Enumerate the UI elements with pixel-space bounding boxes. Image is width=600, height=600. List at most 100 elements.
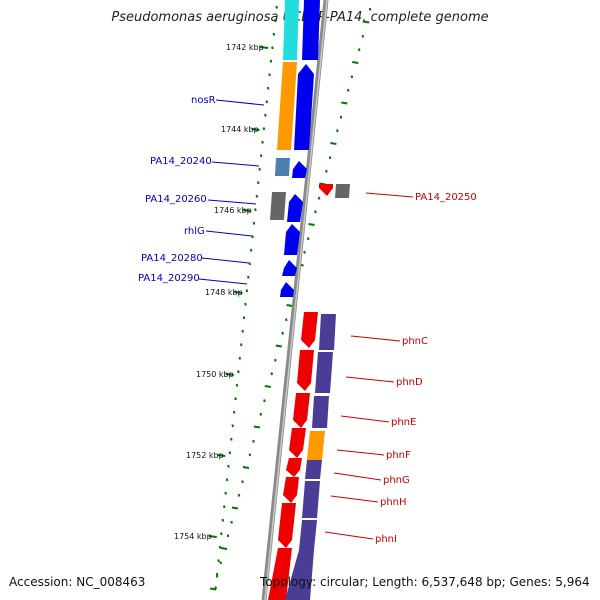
red-gene-phnd bbox=[297, 350, 314, 391]
tick-dot bbox=[218, 545, 222, 549]
purple-block-phne bbox=[312, 396, 329, 428]
purple-block-phnc bbox=[319, 314, 336, 350]
kbp-label-1744: 1744 kbp bbox=[221, 125, 259, 134]
leader-phng bbox=[333, 472, 382, 481]
kbp-label-1748: 1748 kbp bbox=[205, 288, 243, 297]
tick-dot bbox=[258, 167, 261, 171]
red-gene-last bbox=[268, 548, 292, 600]
tick-dot bbox=[237, 370, 240, 374]
tick-dot bbox=[219, 561, 222, 565]
red-gene-phni bbox=[278, 503, 296, 548]
blue-gene-20290 bbox=[280, 282, 294, 297]
genome-summary-text: Topology: circular; Length: 6,537,648 bp… bbox=[260, 575, 590, 589]
kbp-label-1752: 1752 kbp bbox=[186, 451, 224, 460]
tick-dot bbox=[266, 86, 270, 90]
gray-block-left bbox=[270, 192, 286, 220]
leader-pa14-20260 bbox=[207, 199, 257, 205]
gene-label-rhlg[interactable]: rhlG bbox=[184, 226, 205, 237]
tick-dot bbox=[259, 412, 263, 416]
tick-dot bbox=[270, 372, 273, 376]
red-gene-phnf bbox=[289, 428, 306, 458]
tick-dash bbox=[264, 385, 271, 388]
gene-label-phnh[interactable]: phnH bbox=[380, 497, 407, 508]
gene-label-phni[interactable]: phnI bbox=[375, 534, 397, 545]
tick-dot bbox=[317, 196, 321, 200]
tick-dot bbox=[231, 424, 234, 428]
tick-dot bbox=[224, 491, 227, 495]
tick-dot bbox=[262, 127, 266, 131]
tick-dot bbox=[336, 129, 339, 133]
tick-dash bbox=[286, 304, 293, 307]
tick-dot bbox=[272, 32, 276, 36]
tick-dot bbox=[230, 437, 233, 441]
tick-dot bbox=[271, 46, 274, 50]
genome-axis bbox=[261, 0, 329, 600]
tick-dot bbox=[328, 156, 332, 160]
kbp-label-1742: 1742 kbp bbox=[226, 43, 264, 52]
tick-dash bbox=[242, 466, 250, 469]
tick-dot bbox=[357, 48, 361, 52]
gene-label-phnf[interactable]: phnF bbox=[386, 450, 411, 461]
gene-labels-left: nosR PA14_20240 PA14_20260 rhlG PA14_202… bbox=[138, 95, 216, 284]
leader-nosr bbox=[215, 99, 265, 106]
kbp-tick bbox=[208, 535, 217, 538]
tick-dot bbox=[350, 75, 354, 79]
accession-text: Accession: NC_008463 bbox=[9, 575, 146, 589]
tick-dot bbox=[251, 235, 254, 239]
tick-dot bbox=[249, 248, 253, 252]
tick-dot bbox=[275, 5, 278, 9]
tick-dot bbox=[242, 316, 246, 320]
tick-dot bbox=[269, 59, 273, 63]
gene-label-phng[interactable]: phnG bbox=[383, 475, 410, 486]
blue-gene-20260 bbox=[287, 194, 303, 222]
orange-block-phnf bbox=[307, 431, 325, 460]
leader-pa14-20280 bbox=[201, 257, 250, 264]
gene-label-phne[interactable]: phnE bbox=[391, 417, 416, 428]
tick-dot bbox=[248, 262, 252, 266]
tick-dot bbox=[273, 19, 277, 23]
gene-label-pa14-20260[interactable]: PA14_20260 bbox=[145, 194, 207, 205]
tick-dot bbox=[230, 520, 233, 524]
leader-pa14-20290 bbox=[198, 278, 248, 285]
tick-dot bbox=[241, 480, 244, 484]
leader-phnc bbox=[350, 335, 401, 342]
tick-dash bbox=[308, 223, 315, 226]
purple-block-phng bbox=[305, 460, 322, 479]
gene-label-pa14-20280[interactable]: PA14_20280 bbox=[141, 253, 203, 264]
leader-pa14-20250 bbox=[365, 192, 414, 198]
tick-dash bbox=[231, 506, 239, 510]
gene-label-pa14-20290[interactable]: PA14_20290 bbox=[138, 273, 200, 284]
tick-dot bbox=[265, 100, 269, 104]
gene-label-nosr[interactable]: nosR bbox=[191, 95, 216, 106]
gene-label-pa14-20250[interactable]: PA14_20250 bbox=[415, 192, 477, 203]
red-gene-phne bbox=[293, 393, 310, 428]
tick-dot bbox=[281, 331, 284, 335]
gene-label-phnc[interactable]: phnC bbox=[402, 336, 428, 347]
tick-dash bbox=[209, 587, 217, 591]
tick-dot bbox=[368, 7, 372, 11]
tick-dot bbox=[226, 534, 230, 538]
kbp-tick bbox=[242, 209, 252, 212]
tick-dot bbox=[247, 275, 250, 279]
red-gene-20250 bbox=[319, 184, 333, 196]
kbp-label-1746: 1746 kbp bbox=[214, 206, 252, 215]
tick-dash bbox=[220, 547, 228, 550]
tick-dot bbox=[314, 210, 317, 214]
tick-dot bbox=[235, 383, 239, 387]
tick-dot bbox=[238, 356, 242, 360]
tick-dot bbox=[225, 478, 229, 482]
purple-block-last bbox=[285, 550, 314, 600]
tick-dot bbox=[221, 518, 225, 522]
gene-label-phnd[interactable]: phnD bbox=[396, 377, 423, 388]
cyan-block bbox=[283, 0, 299, 60]
tick-dot bbox=[259, 154, 263, 158]
blue-gene-rhlg bbox=[284, 224, 300, 255]
tick-dot bbox=[361, 34, 365, 38]
gene-label-pa14-20240[interactable]: PA14_20240 bbox=[150, 156, 212, 167]
tick-dot bbox=[215, 574, 219, 578]
tick-dash bbox=[253, 425, 261, 429]
tick-dot bbox=[303, 250, 306, 254]
gene-labels-right: PA14_20250 phnC phnD phnE phnF phnG phnH… bbox=[375, 192, 477, 545]
tick-dot bbox=[346, 88, 350, 92]
